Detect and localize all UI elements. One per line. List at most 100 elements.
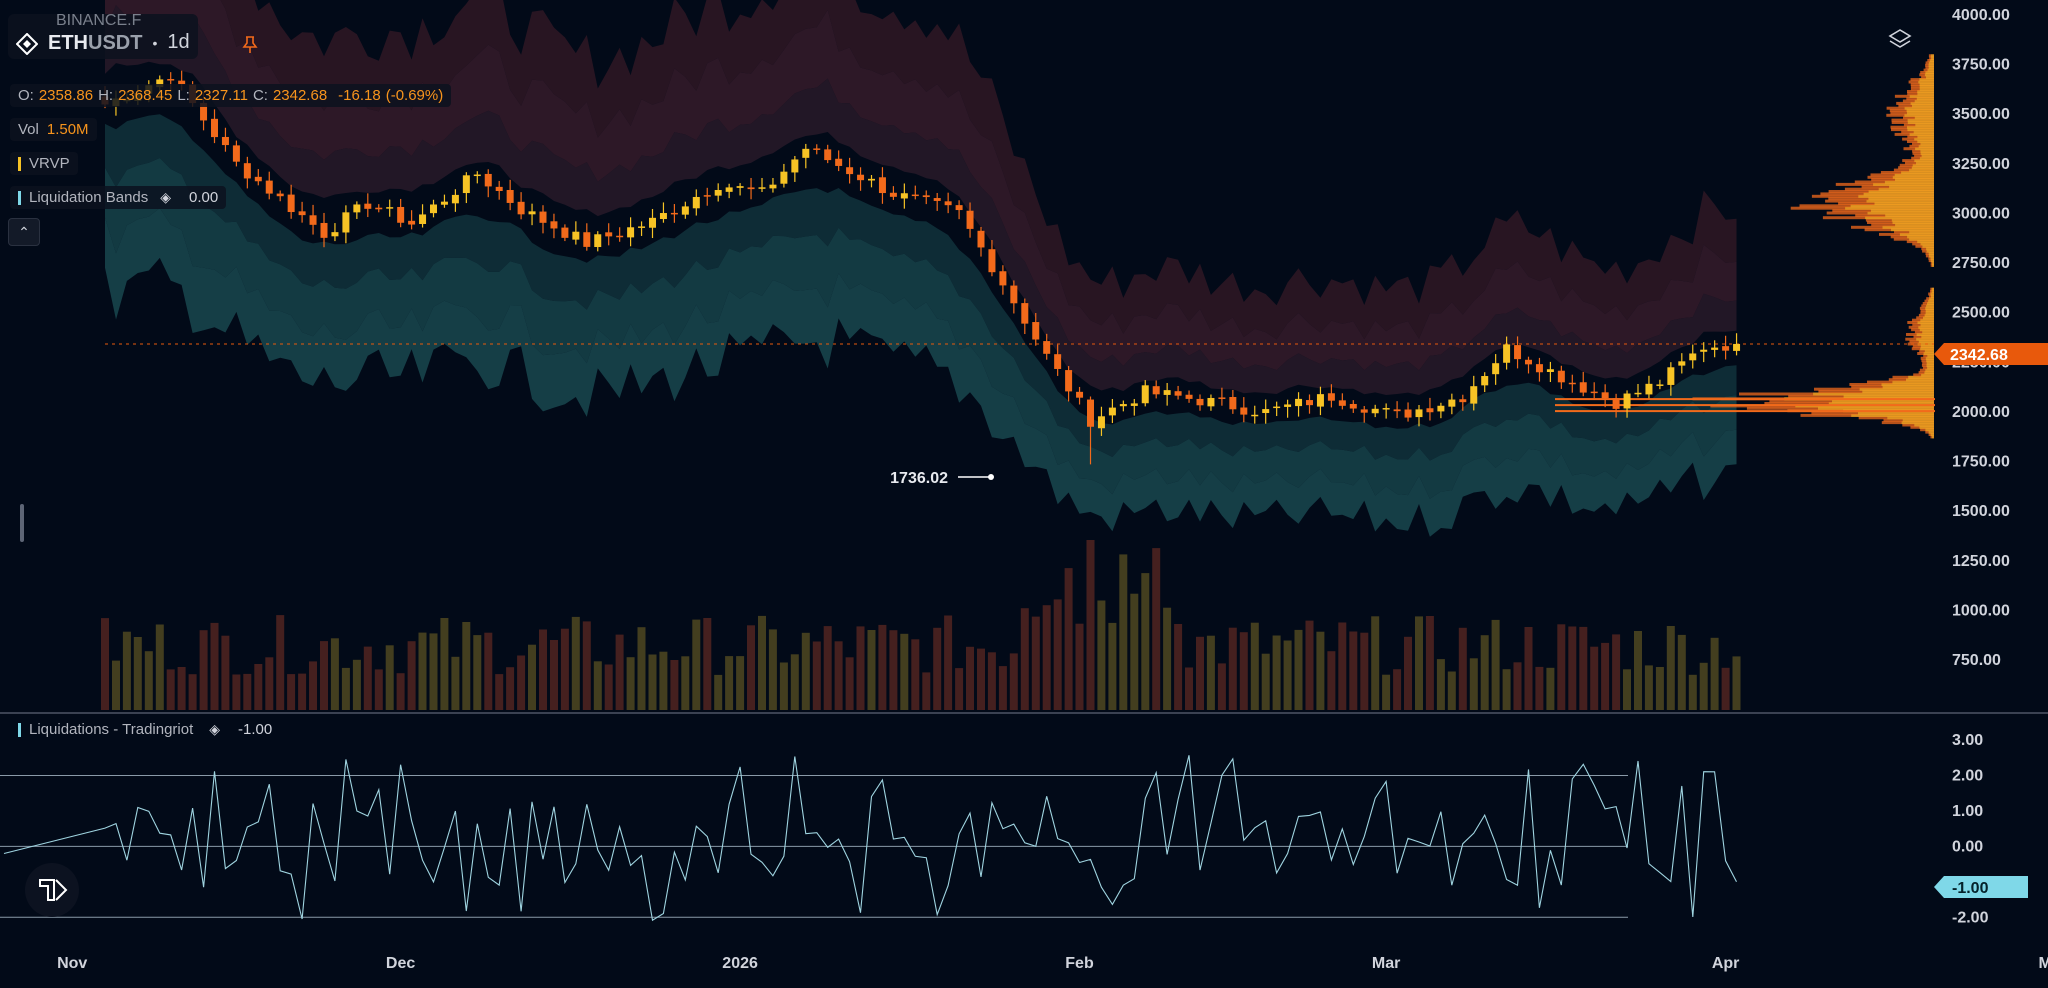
- candle: [1229, 389, 1237, 414]
- liq-settings-icon[interactable]: ◈: [209, 721, 221, 737]
- profile-row-inner: [1862, 390, 1934, 394]
- pin-icon[interactable]: [242, 36, 258, 59]
- candle: [1546, 361, 1554, 383]
- profile-row-inner: [1927, 302, 1934, 305]
- candle: [1207, 394, 1215, 411]
- symbol-header[interactable]: BINANCE.F ETHUSDT • 1d: [8, 12, 198, 59]
- candle: [1535, 357, 1543, 382]
- profile-row-inner: [1901, 171, 1934, 174]
- candle: [495, 180, 503, 200]
- liq-label: Liquidations - Tradingriot: [29, 721, 194, 738]
- candle: [375, 204, 383, 213]
- bands-legend[interactable]: Liquidation Bands ◈ 0.00: [10, 186, 227, 209]
- volume-bar: [1612, 634, 1621, 710]
- volume-bar: [1053, 599, 1062, 710]
- volume-bar: [276, 615, 285, 710]
- profile-row-inner: [1892, 221, 1934, 224]
- price-tick-label: 1000.00: [1952, 603, 2010, 620]
- layers-icon[interactable]: [1888, 29, 1912, 48]
- price-axis[interactable]: 4000.00 3750.00 3500.00 3250.00 3000.00 2750.…: [1952, 7, 2010, 669]
- candle: [1119, 400, 1127, 412]
- volume-bar: [768, 629, 777, 710]
- volume-bar: [955, 668, 964, 710]
- profile-row-inner: [1931, 290, 1934, 294]
- candle: [1470, 375, 1478, 411]
- volume-bar: [144, 651, 153, 710]
- profile-row-inner: [1851, 413, 1934, 417]
- profile-row-inner: [1924, 73, 1934, 77]
- candle: [254, 169, 262, 186]
- liquidations-legend[interactable]: Liquidations - Tradingriot ◈ -1.00: [18, 721, 272, 738]
- volume-bar: [1688, 674, 1697, 710]
- volume-legend[interactable]: Vol 1.50M: [10, 118, 97, 141]
- low-value: 2327.11: [194, 87, 248, 104]
- volume-bar: [528, 644, 536, 710]
- candle: [1087, 396, 1094, 465]
- volume-bar: [1590, 646, 1599, 710]
- volume-bar: [1217, 663, 1226, 710]
- symbol-name[interactable]: ETHUSDT: [48, 32, 142, 55]
- profile-row-inner: [1914, 137, 1934, 141]
- candle: [243, 156, 251, 189]
- profile-row-inner: [1911, 166, 1934, 170]
- candle: [528, 203, 536, 226]
- volume-bar: [418, 632, 427, 710]
- profile-row-inner: [1931, 294, 1934, 298]
- high-label: H:: [98, 87, 114, 104]
- volume-bar: [374, 669, 383, 710]
- candle: [539, 205, 547, 234]
- liq-color-swatch: [18, 722, 21, 737]
- time-tick-label: Dec: [386, 955, 415, 972]
- price-tick-label: 1500.00: [1952, 503, 2010, 520]
- volume-bar: [122, 631, 131, 710]
- vrvp-legend[interactable]: VRVP: [10, 152, 78, 175]
- tradingview-logo-icon[interactable]: [25, 863, 79, 917]
- profile-row-inner: [1867, 211, 1934, 215]
- timeframe-button[interactable]: 1d: [167, 31, 190, 53]
- time-axis[interactable]: Nov Dec 2026 Feb Mar Apr May: [57, 955, 2048, 972]
- candle: [1711, 340, 1719, 358]
- binance-logo-icon: [15, 32, 39, 55]
- volume-bar: [593, 661, 602, 710]
- volume-bar: [1108, 622, 1117, 710]
- candle: [900, 183, 908, 209]
- candle: [1284, 399, 1292, 418]
- volume-bar: [385, 645, 394, 710]
- volume-bar: [1163, 607, 1172, 710]
- candle: [221, 127, 229, 152]
- profile-row-inner: [1920, 344, 1934, 348]
- candle: [1733, 333, 1741, 356]
- settings-icon[interactable]: ◈: [160, 189, 172, 205]
- volume-bar: [1152, 548, 1161, 710]
- profile-row-inner: [1912, 163, 1934, 167]
- profile-row-inner: [1926, 359, 1934, 363]
- volume-bar: [1513, 662, 1522, 710]
- time-tick-label: 2026: [722, 955, 758, 972]
- volume-bar: [1404, 636, 1412, 710]
- candle: [353, 201, 361, 219]
- price-tick-label: 4000.00: [1952, 7, 2010, 24]
- oscillator-axis[interactable]: 3.00 2.00 1.00 0.00 -2.00: [1952, 732, 1989, 926]
- candle: [1448, 393, 1456, 415]
- candle: [473, 171, 481, 184]
- volume-bar: [1546, 667, 1555, 710]
- oscillator-value-badge: -1.00: [1934, 876, 2028, 898]
- price-tick-label: 2500.00: [1952, 305, 2010, 322]
- scroll-handle[interactable]: [20, 504, 24, 542]
- profile-row-inner: [1917, 90, 1934, 93]
- time-tick-label: Nov: [57, 955, 87, 972]
- volume-bar: [998, 666, 1007, 710]
- volume-bar: [1294, 629, 1303, 710]
- profile-row-inner: [1868, 197, 1934, 201]
- profile-row-inner: [1926, 247, 1934, 251]
- vrvp-color-swatch: [18, 156, 21, 171]
- profile-row-inner: [1881, 383, 1934, 386]
- profile-row-inner: [1920, 142, 1934, 146]
- collapse-legend-button[interactable]: ⌃: [8, 218, 40, 246]
- candle: [1076, 386, 1084, 405]
- chevron-up-icon: ⌃: [18, 223, 30, 240]
- volume-bar: [1568, 626, 1577, 710]
- candle: [944, 192, 952, 214]
- symbol-quote: USDT: [88, 32, 143, 54]
